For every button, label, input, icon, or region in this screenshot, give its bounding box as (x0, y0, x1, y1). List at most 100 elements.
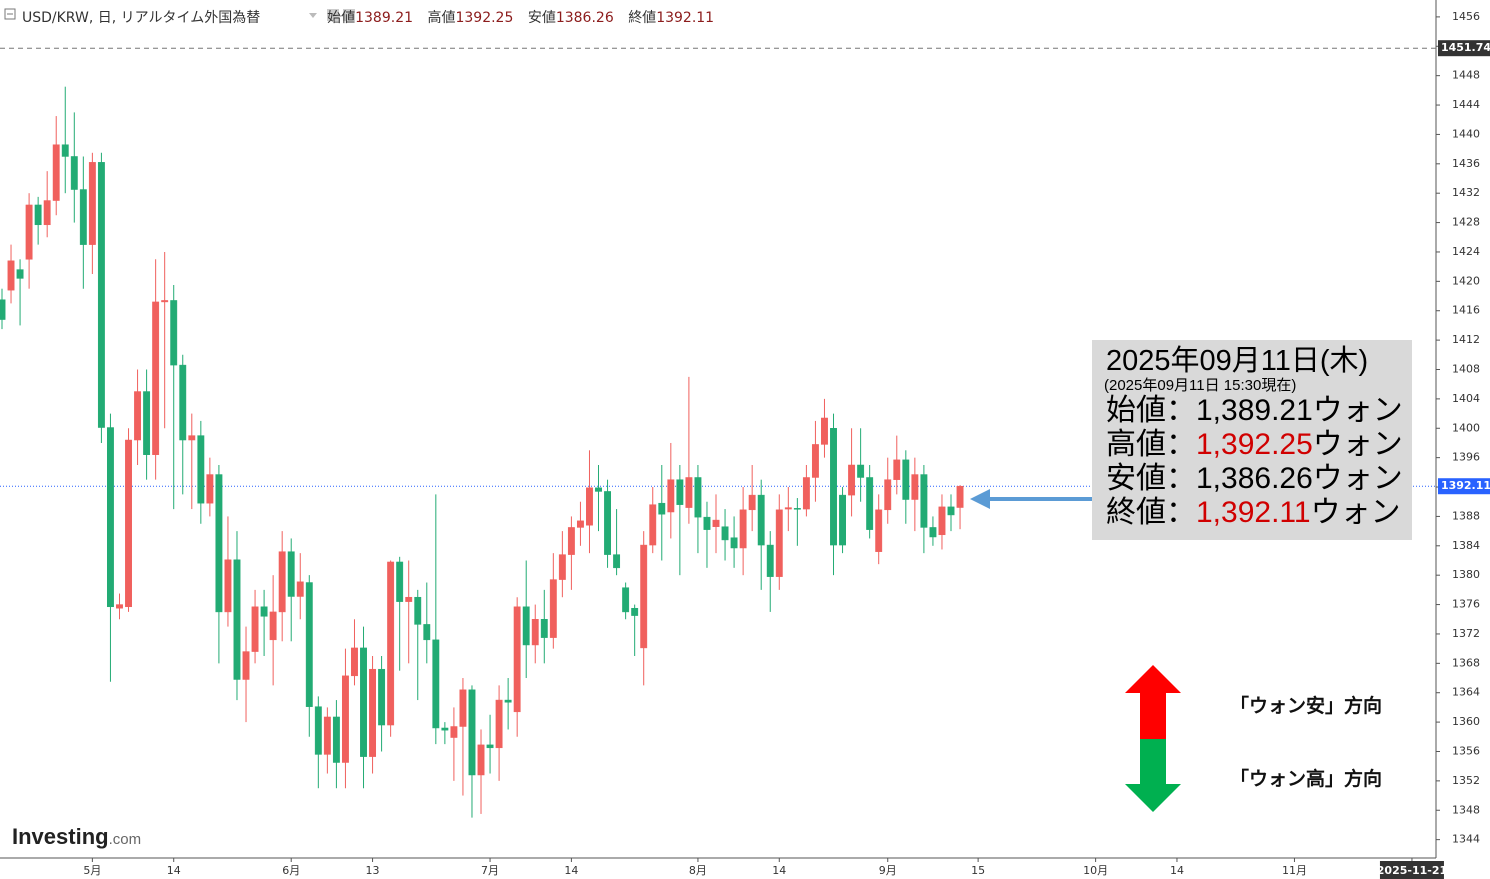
candle-body (143, 391, 151, 455)
candle-body (712, 519, 720, 527)
candle-body (658, 502, 666, 515)
last-price-label: 1392.11 (1441, 479, 1490, 492)
candle-body (802, 477, 810, 510)
y-tick-label: 1428 (1452, 216, 1480, 229)
annotation-rows: 始値：1,389.21ウォン 高値：1,392.25ウォン 安値：1,386.26ウ… (1106, 394, 1412, 530)
x-tick-label: 13 (366, 864, 380, 877)
ohlc-label: 安値 (527, 10, 556, 26)
candle-body (558, 554, 566, 580)
annotation-unit: ウォン (1312, 394, 1403, 427)
reference-label-box (1438, 40, 1490, 57)
annotation-box: 2025年09月11日(木) (2025年09月11日 15:30現在) 始値：… (1092, 340, 1412, 540)
candle-body (549, 579, 557, 638)
x-tick-label: 14 (167, 864, 181, 877)
ohlc-value: 1386.26 (555, 10, 614, 26)
candle-body (269, 611, 277, 641)
y-tick-label: 1404 (1452, 392, 1480, 405)
candle-body (414, 596, 422, 625)
x-tick-label: 8月 (689, 864, 707, 877)
y-tick-label: 1436 (1452, 157, 1480, 170)
candle-body (676, 479, 684, 505)
y-tick-label: 1432 (1452, 186, 1480, 199)
x-tick-label: 5月 (83, 864, 101, 877)
y-tick-label: 1368 (1452, 656, 1480, 669)
pointer-arrow-head (970, 489, 990, 509)
candle-body (116, 604, 123, 609)
candle-body (893, 459, 901, 480)
settings-icon[interactable] (343, 9, 355, 21)
candle-body (604, 491, 612, 555)
annotation-date: 2025年09月11日(木) (1106, 345, 1369, 377)
candle-body (748, 494, 756, 511)
candle-body (875, 509, 883, 552)
candle-body (450, 726, 458, 738)
candle-body (784, 507, 792, 510)
candle-body (215, 474, 223, 613)
candle-body (459, 689, 467, 727)
y-tick-label: 1348 (1452, 803, 1480, 816)
candle-body (88, 162, 96, 245)
x-tick-label: 15 (971, 864, 985, 877)
down-arrow-head (1125, 784, 1181, 812)
annotation-unit: ウォン (1312, 428, 1403, 461)
y-tick-label: 1448 (1452, 69, 1480, 82)
collapse-icon[interactable] (4, 8, 16, 20)
candle-body (911, 474, 919, 500)
candle-body (766, 544, 774, 577)
dropdown-icon[interactable] (309, 13, 317, 18)
candle-body (197, 435, 205, 504)
candle-body (947, 506, 955, 516)
eye-icon[interactable] (327, 9, 339, 21)
y-tick-label: 1384 (1452, 539, 1480, 552)
x-tick-label: 9月 (879, 864, 897, 877)
chart-header: USD/KRW, 日, リアルタイム外国為替 始値1389.21 高値1392.… (22, 7, 724, 27)
x-tick-label: 14 (1170, 864, 1184, 877)
candle-body (278, 551, 286, 613)
up-arrow-head (1125, 665, 1181, 693)
candle-body (821, 417, 828, 445)
y-tick-label: 1352 (1452, 774, 1480, 787)
candle-body (296, 581, 304, 597)
watermark: Investing.com (12, 824, 141, 850)
candle-body (667, 479, 675, 513)
candle-body (360, 647, 367, 757)
y-tick-label: 1356 (1452, 744, 1480, 757)
candle-body (251, 606, 259, 652)
candle-body (649, 504, 657, 546)
candle-body (739, 509, 747, 549)
last-price-box (1438, 478, 1490, 495)
candle-body (757, 494, 765, 546)
y-tick-label: 1364 (1452, 686, 1480, 699)
candle-body (134, 391, 142, 441)
ohlc-value: 1389.21 (355, 10, 414, 26)
candle-body (161, 300, 169, 303)
candle-body (486, 744, 494, 749)
candle-body (79, 189, 87, 245)
candle-body (106, 427, 114, 608)
candle-body (97, 162, 105, 428)
candle-body (540, 619, 548, 638)
watermark-suffix: .com (108, 831, 142, 848)
candle-body (7, 260, 15, 291)
y-tick-label: 1396 (1452, 451, 1480, 464)
y-tick-label: 1420 (1452, 274, 1480, 287)
candle-body (730, 537, 738, 549)
annotation-unit: ウォン (1312, 462, 1403, 495)
candle-body (432, 639, 440, 729)
candle-body (25, 204, 33, 260)
candle-body (378, 668, 386, 726)
candle-body (224, 559, 232, 613)
candle-body (613, 554, 621, 569)
direction-label: 「ウォン安」方向 (1230, 695, 1383, 717)
candle-body (938, 506, 946, 536)
up-arrow-shaft (1140, 693, 1166, 739)
candle-body (206, 474, 214, 504)
candle-body (70, 156, 78, 190)
candle-body (721, 526, 729, 541)
candle-body (703, 516, 711, 530)
candle-body (351, 647, 358, 677)
x-tick-label: 14 (772, 864, 786, 877)
candle-body (694, 477, 702, 518)
candle-body (622, 587, 630, 613)
